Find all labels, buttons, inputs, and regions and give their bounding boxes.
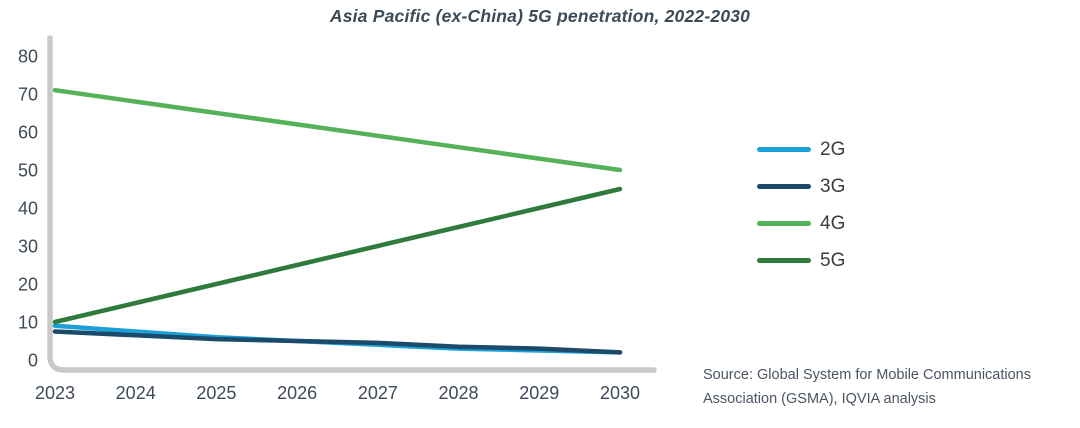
legend-label: 5G: [820, 249, 846, 271]
y-tick-label: 70: [18, 85, 38, 105]
x-tick-label: 2024: [116, 383, 156, 403]
legend: 2G 3G 4G 5G: [757, 131, 845, 279]
axis-frame: [47, 35, 657, 373]
source-line-2: Association (GSMA), IQVIA analysis: [703, 391, 936, 407]
legend-swatch-2g: [757, 147, 811, 152]
x-tick-label: 2026: [277, 383, 317, 403]
legend-swatch-3g: [757, 184, 811, 189]
x-tick-label: 2025: [196, 383, 236, 403]
source-line-1: Source: Global System for Mobile Communi…: [703, 367, 1031, 383]
y-tick-label: 50: [18, 161, 38, 181]
legend-label: 3G: [820, 175, 846, 197]
x-tick-label: 2030: [600, 383, 640, 403]
y-tick-label: 20: [18, 275, 38, 295]
legend-item-3g: 3G: [757, 168, 845, 205]
y-tick-label: 0: [28, 351, 38, 371]
legend-item-2g: 2G: [757, 131, 845, 168]
legend-label: 4G: [820, 212, 846, 234]
x-tick-label: 2023: [35, 383, 75, 403]
series-line-5g: [52, 186, 623, 325]
legend-item-5g: 5G: [757, 242, 845, 279]
legend-label: 2G: [820, 138, 846, 160]
series-line-3g: [52, 329, 623, 355]
y-tick-label: 30: [18, 237, 38, 257]
series-line-4g: [52, 87, 623, 173]
source-note: Source: Global System for Mobile Communi…: [703, 363, 1080, 411]
legend-swatch-4g: [757, 221, 811, 226]
x-tick-label: 2027: [358, 383, 398, 403]
chart-title: Asia Pacific (ex-China) 5G penetration, …: [329, 6, 751, 26]
y-tick-label: 60: [18, 123, 38, 143]
y-tick-label: 40: [18, 199, 38, 219]
y-tick-label: 10: [18, 313, 38, 333]
x-tick-label: 2029: [519, 383, 559, 403]
x-tick-label: 2028: [439, 383, 479, 403]
legend-item-4g: 4G: [757, 205, 845, 242]
y-tick-label: 80: [18, 47, 38, 67]
legend-swatch-5g: [757, 258, 811, 263]
